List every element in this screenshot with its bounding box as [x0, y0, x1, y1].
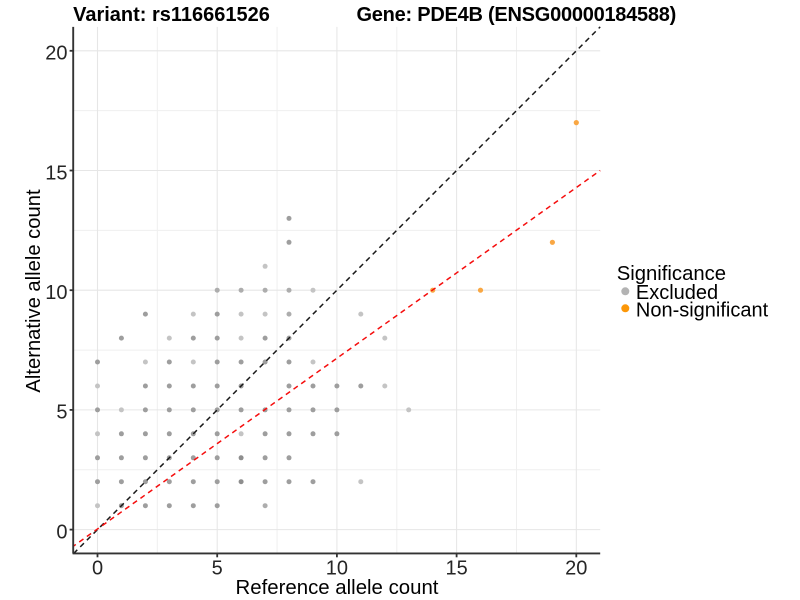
svg-text:0: 0 — [56, 521, 67, 543]
svg-text:5: 5 — [56, 402, 67, 424]
svg-text:Gene: PDE4B (ENSG00000184588): Gene: PDE4B (ENSG00000184588) — [357, 4, 677, 26]
svg-text:Significance: Significance — [617, 263, 726, 285]
svg-text:0: 0 — [92, 558, 103, 580]
svg-text:10: 10 — [326, 558, 348, 580]
svg-text:15: 15 — [45, 162, 67, 184]
svg-text:Reference allele count: Reference allele count — [236, 577, 439, 599]
svg-text:Excluded: Excluded — [636, 282, 718, 304]
svg-text:Alternative allele count: Alternative allele count — [23, 189, 45, 393]
svg-text:Variant: rs116661526: Variant: rs116661526 — [73, 4, 270, 26]
svg-text:Non-significant: Non-significant — [636, 299, 769, 321]
svg-text:15: 15 — [445, 558, 467, 580]
svg-text:20: 20 — [45, 43, 67, 65]
svg-text:10: 10 — [45, 282, 67, 304]
svg-text:5: 5 — [212, 558, 223, 580]
svg-text:20: 20 — [565, 558, 587, 580]
